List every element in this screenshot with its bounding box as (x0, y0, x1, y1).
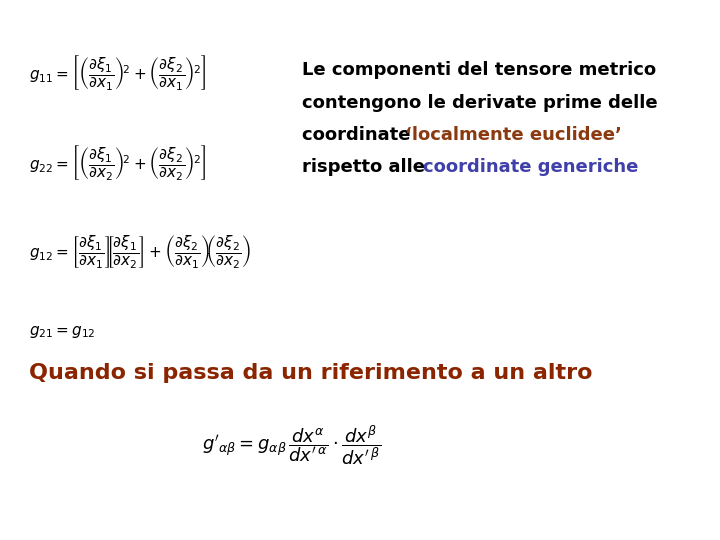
Text: $g'_{\alpha\beta} = g_{\alpha\beta}\,\dfrac{dx^{\alpha}}{dx'^{\,\alpha}}\cdot\df: $g'_{\alpha\beta} = g_{\alpha\beta}\,\df… (202, 424, 381, 467)
Text: $g_{11} = \left[\left(\dfrac{\partial\xi_1}{\partial x_1}\right)^{\!2} + \left(\: $g_{11} = \left[\left(\dfrac{\partial\xi… (29, 53, 206, 92)
Text: $g_{22} = \left[\left(\dfrac{\partial\xi_1}{\partial x_2}\right)^{\!2} + \left(\: $g_{22} = \left[\left(\dfrac{\partial\xi… (29, 143, 206, 181)
Text: coordinate generiche: coordinate generiche (423, 158, 639, 177)
Text: $g_{12} = \left[\dfrac{\partial\xi_1}{\partial x_1}\right]\!\!\left[\dfrac{\part: $g_{12} = \left[\dfrac{\partial\xi_1}{\p… (29, 233, 251, 269)
Text: Le componenti del tensore metrico: Le componenti del tensore metrico (302, 61, 657, 79)
Text: ‘localmente euclidee’: ‘localmente euclidee’ (405, 126, 621, 144)
Text: coordinate: coordinate (302, 126, 417, 144)
Text: $g_{21} = g_{12}$: $g_{21} = g_{12}$ (29, 324, 95, 340)
Text: contengono le derivate prime delle: contengono le derivate prime delle (302, 93, 658, 112)
Text: Quando si passa da un riferimento a un altro: Quando si passa da un riferimento a un a… (29, 362, 593, 383)
Text: rispetto alle: rispetto alle (302, 158, 432, 177)
